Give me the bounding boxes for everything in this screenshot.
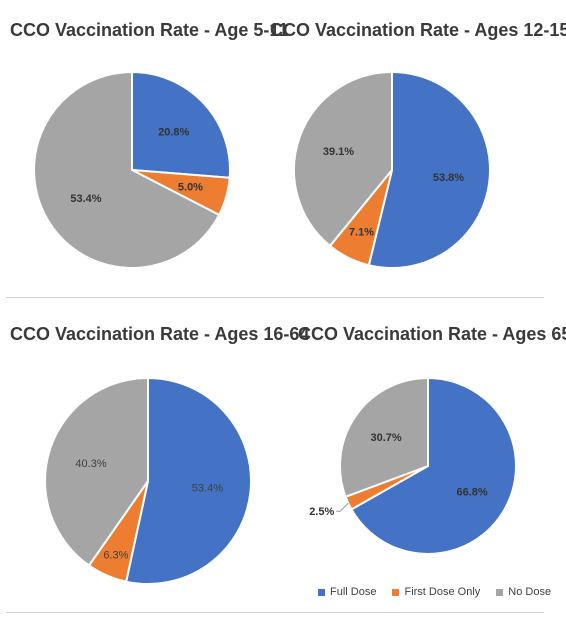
data-label-no-dose: 53.4% (70, 193, 101, 205)
data-label-no-dose: 30.7% (370, 432, 401, 444)
legend-swatch-first-dose-only (392, 588, 400, 596)
legend-label-full-dose: Full Dose (330, 586, 377, 598)
chart-title-age-5-11: CCO Vaccination Rate - Age 5-11 (10, 20, 289, 40)
divider-bottom (6, 612, 544, 613)
pie-slice-full-dose (367, 70, 491, 269)
pie-slice-no-dose (33, 70, 221, 269)
legend-item-no-dose: No Dose (496, 586, 551, 598)
data-label-first-dose-only: 7.1% (349, 226, 374, 238)
data-label-first-dose-only: 5.0% (178, 182, 203, 194)
chart-legend: Full Dose First Dose Only No Dose (318, 586, 551, 598)
data-label-full-dose: 53.4% (192, 482, 223, 494)
pie-chart-ages-65: 66.8% 2.5% 30.7% (309, 376, 517, 555)
legend-label-first-dose-only: First Dose Only (404, 586, 481, 598)
chart-title-ages-16-64: CCO Vaccination Rate - Ages 16-64 (10, 324, 310, 344)
legend-label-no-dose: No Dose (508, 586, 552, 598)
data-label-full-dose: 20.8% (158, 126, 189, 138)
chart-title-ages-65: CCO Vaccination Rate - Ages 65+ (298, 324, 566, 344)
leader-line-first-dose-only (336, 502, 349, 512)
pie-slice-no-dose (339, 376, 429, 499)
pie-slice-no-dose (44, 376, 149, 567)
data-label-full-dose: 53.8% (433, 172, 464, 184)
pie-chart-ages-16-64: 53.4% 6.3% 40.3% (44, 376, 252, 585)
divider-top (6, 297, 544, 298)
pie-slice-full-dose (131, 70, 231, 179)
data-label-first-dose-only: 6.3% (103, 550, 128, 562)
pie-chart-ages-12-15: 53.8% 7.1% 39.1% (293, 70, 491, 269)
legend-swatch-full-dose (318, 588, 325, 596)
legend-swatch-no-dose (496, 588, 504, 596)
pie-chart-age-5-11: 20.8% 5.0% 53.4% (33, 70, 231, 269)
pie-slice-full-dose (350, 376, 517, 555)
data-label-first-dose-only: 2.5% (309, 506, 334, 518)
pie-slice-full-dose (124, 376, 252, 585)
chart-title-ages-12-15: CCO Vaccination Rate - Ages 12-15 (270, 20, 566, 40)
data-label-full-dose: 66.8% (456, 487, 487, 499)
pie-slice-no-dose (293, 70, 393, 248)
data-label-no-dose: 39.1% (323, 146, 354, 158)
legend-item-full-dose: Full Dose (318, 586, 376, 598)
data-label-no-dose: 40.3% (75, 458, 106, 470)
legend-item-first-dose-only: First Dose Only (392, 586, 480, 598)
